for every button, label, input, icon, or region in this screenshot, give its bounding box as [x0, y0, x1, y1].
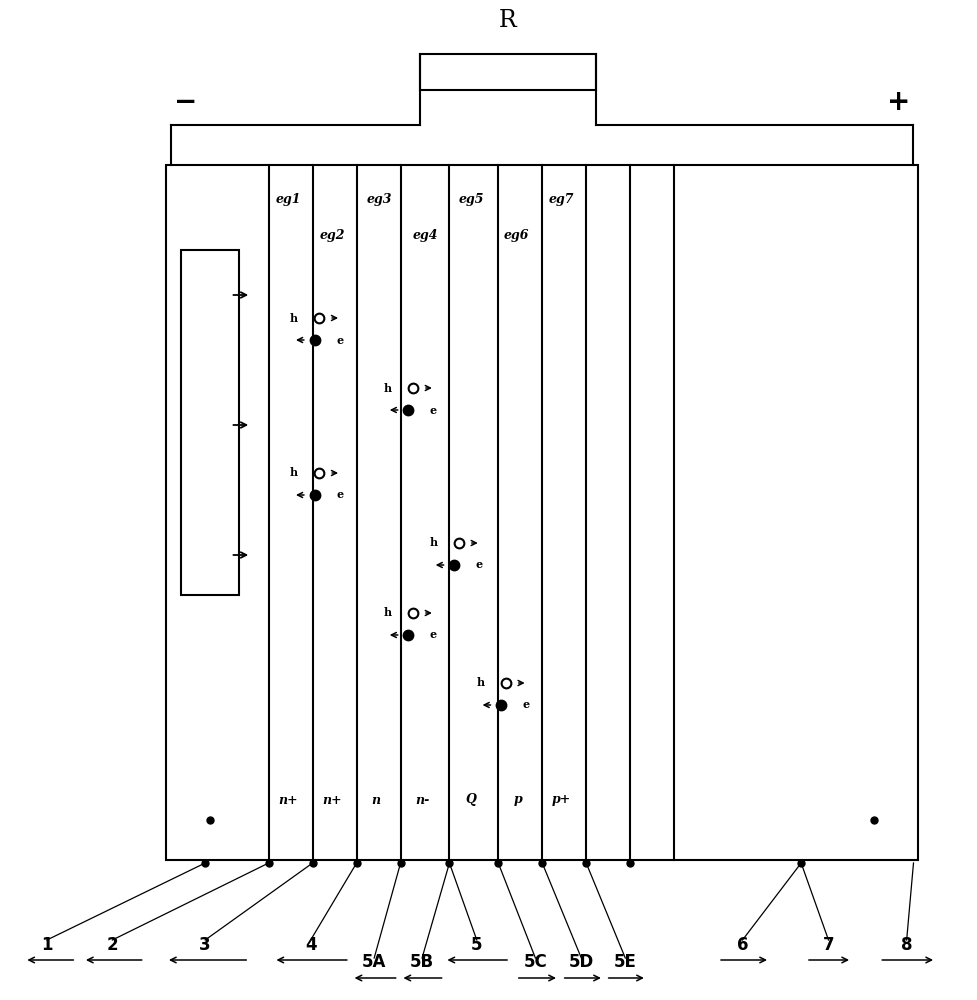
Text: h: h — [290, 312, 298, 324]
Text: 5A: 5A — [362, 953, 386, 971]
Text: 5C: 5C — [524, 953, 547, 971]
Text: 2: 2 — [106, 936, 118, 954]
Text: eg1: eg1 — [276, 194, 301, 207]
Text: eg5: eg5 — [458, 194, 484, 207]
Text: n+: n+ — [322, 794, 342, 806]
Text: eg3: eg3 — [366, 194, 392, 207]
Text: h: h — [430, 538, 438, 548]
Text: e: e — [523, 700, 530, 710]
Text: e: e — [336, 334, 343, 346]
Text: 4: 4 — [305, 936, 317, 954]
Text: h: h — [384, 382, 392, 393]
Bar — [181, 250, 239, 595]
Text: 1: 1 — [41, 936, 53, 954]
Text: h: h — [384, 607, 392, 618]
Text: h: h — [290, 468, 298, 479]
Text: −: − — [174, 88, 197, 116]
Text: n: n — [371, 794, 381, 806]
Text: Q: Q — [465, 794, 477, 806]
Text: n-: n- — [415, 794, 429, 806]
Text: 5: 5 — [471, 936, 483, 954]
Text: 7: 7 — [823, 936, 834, 954]
Bar — [420, 54, 596, 90]
Text: e: e — [430, 404, 437, 416]
Text: h: h — [477, 678, 485, 688]
Text: e: e — [476, 560, 483, 570]
Text: 5D: 5D — [569, 953, 594, 971]
Text: eg6: eg6 — [503, 229, 529, 241]
Text: 8: 8 — [901, 936, 913, 954]
Text: eg4: eg4 — [412, 229, 438, 241]
Text: e: e — [430, 630, 437, 641]
Text: eg7: eg7 — [549, 194, 574, 207]
Text: R: R — [499, 9, 517, 32]
Text: 5B: 5B — [410, 953, 434, 971]
Text: 5E: 5E — [614, 953, 637, 971]
Text: p+: p+ — [552, 794, 572, 806]
Text: n+: n+ — [278, 794, 298, 806]
Text: e: e — [336, 489, 343, 500]
Bar — [166, 165, 918, 860]
Text: eg2: eg2 — [319, 229, 345, 241]
Text: +: + — [887, 88, 911, 116]
Text: 6: 6 — [737, 936, 748, 954]
Text: p: p — [514, 794, 522, 806]
Text: 3: 3 — [199, 936, 211, 954]
